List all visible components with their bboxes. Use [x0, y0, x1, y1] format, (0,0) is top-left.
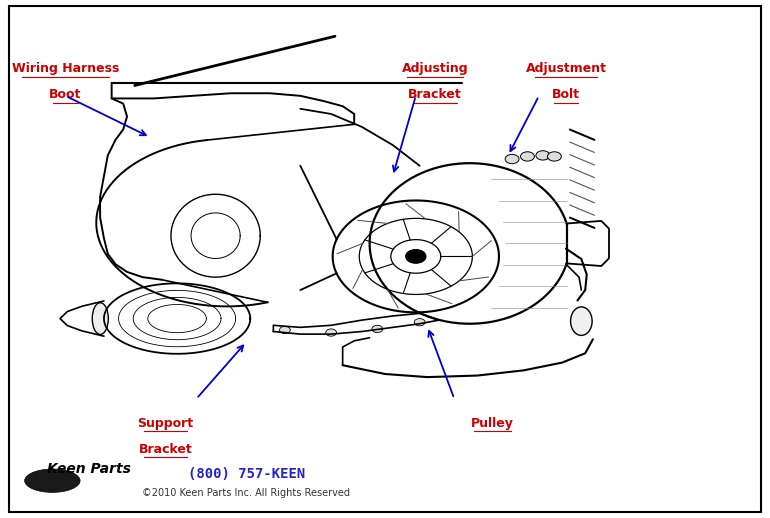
Text: Support: Support	[138, 417, 193, 430]
Text: Keen Parts: Keen Parts	[47, 462, 130, 476]
Text: Boot: Boot	[49, 88, 82, 101]
Text: Bolt: Bolt	[552, 88, 580, 101]
Text: Pulley: Pulley	[471, 417, 514, 430]
Circle shape	[547, 152, 561, 161]
Circle shape	[505, 154, 519, 164]
Circle shape	[536, 151, 550, 160]
Text: Adjusting: Adjusting	[402, 62, 468, 75]
Circle shape	[414, 319, 425, 326]
Text: Adjustment: Adjustment	[525, 62, 607, 75]
Circle shape	[372, 325, 383, 333]
Text: Bracket: Bracket	[139, 443, 192, 456]
Text: (800) 757-KEEN: (800) 757-KEEN	[188, 467, 305, 481]
Circle shape	[406, 250, 426, 263]
Text: Wiring Harness: Wiring Harness	[12, 62, 119, 75]
Ellipse shape	[571, 307, 592, 336]
Circle shape	[326, 329, 336, 336]
Circle shape	[280, 326, 290, 334]
Ellipse shape	[25, 469, 80, 492]
Circle shape	[521, 152, 534, 161]
Ellipse shape	[92, 303, 109, 335]
Text: ©2010 Keen Parts Inc. All Rights Reserved: ©2010 Keen Parts Inc. All Rights Reserve…	[142, 488, 350, 498]
Text: Bracket: Bracket	[408, 88, 462, 101]
